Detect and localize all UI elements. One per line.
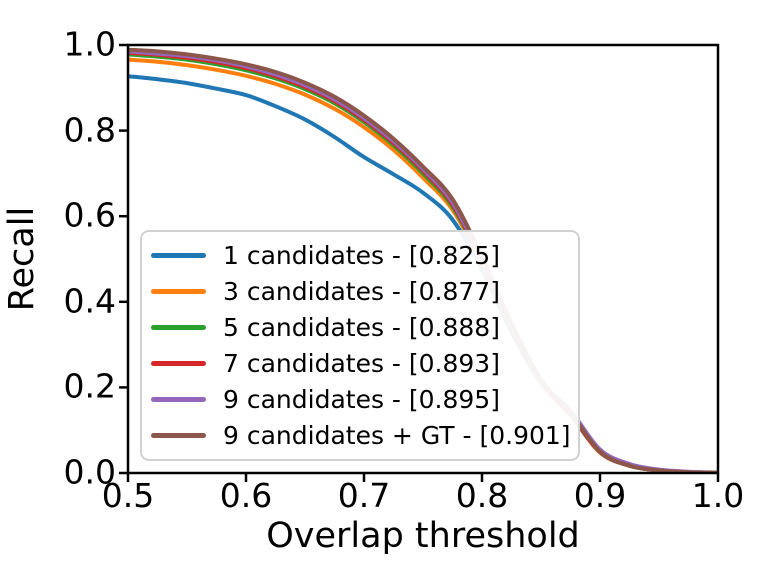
line-swatch xyxy=(151,252,206,258)
y-axis-title: Recall xyxy=(2,206,42,312)
legend-entry-label: 7 candidates - [0.893] xyxy=(223,349,500,379)
line-swatch xyxy=(151,324,206,330)
x-tick-label: 0.6 xyxy=(219,476,273,515)
legend: 1 candidates - [0.825] 3 candidates - [0… xyxy=(140,230,580,461)
line-swatch xyxy=(151,397,206,403)
y-tick-label: 0.0 xyxy=(63,452,116,492)
line-swatch xyxy=(151,433,206,439)
legend-entry-label: 5 candidates - [0.888] xyxy=(223,312,500,342)
legend-entry-label: 9 candidates + GT - [0.901] xyxy=(223,421,571,451)
x-tick-label: 0.5 xyxy=(101,476,155,515)
y-tick-label: 0.8 xyxy=(63,109,116,149)
legend-entry: 5 candidates - [0.888] xyxy=(142,310,578,345)
y-tick-label: 1.0 xyxy=(63,24,116,64)
legend-entry-label: 3 candidates - [0.877] xyxy=(223,276,500,306)
legend-entry-label: 9 candidates - [0.895] xyxy=(223,385,500,415)
legend-entry: 9 candidates + GT - [0.901] xyxy=(142,418,578,453)
y-tick-label: 0.2 xyxy=(63,366,116,406)
x-tick-label: 0.9 xyxy=(573,476,627,515)
x-tick-label: 0.7 xyxy=(337,476,391,515)
legend-entry: 7 candidates - [0.893] xyxy=(142,346,578,381)
legend-entry: 9 candidates - [0.895] xyxy=(142,382,578,417)
x-tick-label: 1.0 xyxy=(691,476,745,515)
line-swatch xyxy=(151,361,206,367)
legend-entry-label: 1 candidates - [0.825] xyxy=(223,240,500,270)
y-tick-label: 0.4 xyxy=(63,281,116,321)
legend-entry: 1 candidates - [0.825] xyxy=(142,238,578,273)
y-tick-label: 0.6 xyxy=(63,195,116,235)
x-axis-title: Overlap threshold xyxy=(266,516,580,556)
legend-entry: 3 candidates - [0.877] xyxy=(142,274,578,309)
line-swatch xyxy=(151,288,206,294)
x-tick-label: 0.8 xyxy=(455,476,509,515)
